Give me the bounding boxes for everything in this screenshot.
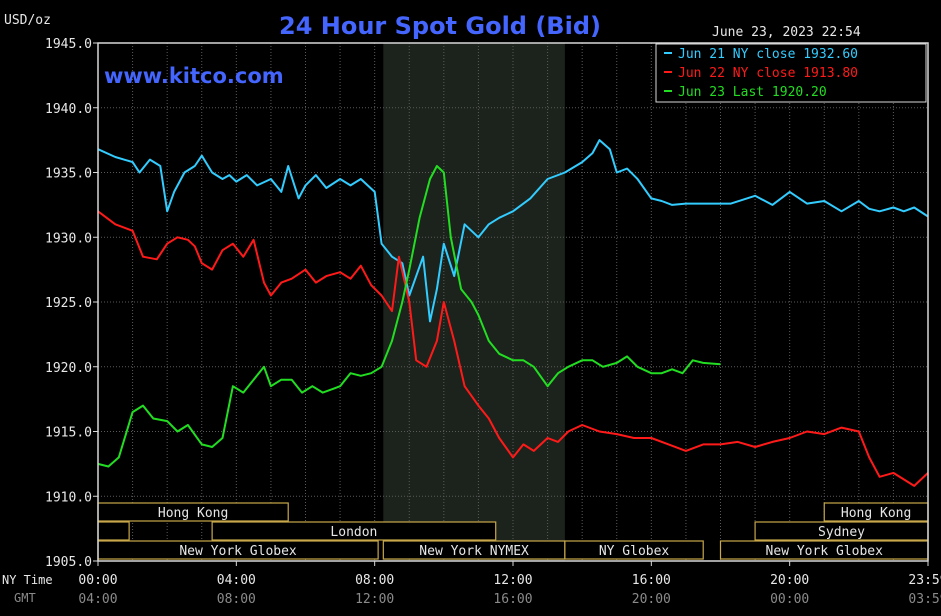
x-tick-label-ny: 08:00 bbox=[355, 573, 394, 588]
y-axis-ticks: 1945.0 1940.0 1935.0 1930.0 1925.0 1920.0 1915… bbox=[45, 37, 98, 570]
legend-box bbox=[655, 43, 927, 103]
ny-time-label: NY Time bbox=[2, 573, 53, 587]
y-tick-label: 1940.0 bbox=[45, 102, 92, 117]
y-tick-label: 1915.0 bbox=[45, 426, 92, 441]
x-axis-ticks: 00:00 04:00 04:00 08:00 08:00 12:00 12:00 16:00… bbox=[78, 561, 941, 607]
session-label: Sydney bbox=[818, 525, 865, 540]
grid-lines bbox=[98, 42, 928, 562]
y-tick-label: 1920.0 bbox=[45, 361, 92, 376]
y-tick-label: 1905.0 bbox=[45, 555, 92, 570]
y-tick-label: 1945.0 bbox=[45, 37, 92, 52]
x-tick-label-gmt: 03:59 bbox=[908, 592, 941, 607]
chart-title: 24 Hour Spot Gold (Bid) bbox=[279, 12, 601, 40]
session-label: New York Globex bbox=[179, 544, 297, 559]
x-tick-label-gmt: 20:00 bbox=[632, 592, 671, 607]
session-box bbox=[211, 521, 497, 541]
x-tick-label-ny: 23:59 bbox=[908, 573, 941, 588]
session-box bbox=[564, 540, 704, 560]
session-label: Hong Kong bbox=[841, 506, 911, 521]
x-tick-label-gmt: 04:00 bbox=[78, 592, 117, 607]
series-line-2 bbox=[97, 165, 721, 468]
x-tick-label-ny: 20:00 bbox=[770, 573, 809, 588]
x-tick-label-ny: 12:00 bbox=[493, 573, 532, 588]
y-tick-label: 1935.0 bbox=[45, 167, 92, 182]
trading-sessions: Hong Kong London New York Globex New York N… bbox=[97, 502, 929, 560]
series-line-0 bbox=[97, 139, 929, 323]
legend-jun22: Jun 22 NY close 1913.80 bbox=[678, 66, 858, 81]
x-tick-label-gmt: 12:00 bbox=[355, 592, 394, 607]
legend: Jun 21 NY close 1932.60 Jun 22 NY close … bbox=[655, 43, 927, 103]
x-tick-label-gmt: 08:00 bbox=[217, 592, 256, 607]
gmt-label: GMT bbox=[14, 591, 36, 605]
x-tick-label-ny: 00:00 bbox=[78, 573, 117, 588]
x-tick-label-ny: 04:00 bbox=[217, 573, 256, 588]
y-tick-label: 1910.0 bbox=[45, 490, 92, 505]
session-label: NY Globex bbox=[599, 544, 670, 559]
session-label: Hong Kong bbox=[158, 506, 228, 521]
session-label: New York Globex bbox=[766, 544, 884, 559]
legend-jun23: Jun 23 Last 1920.20 bbox=[678, 85, 827, 100]
series-line-1 bbox=[97, 210, 929, 487]
x-tick-label-gmt: 00:00 bbox=[770, 592, 809, 607]
y-tick-label: 1925.0 bbox=[45, 296, 92, 311]
timestamp: June 23, 2023 22:54 bbox=[712, 25, 861, 40]
session-box bbox=[97, 521, 130, 541]
x-tick-label-ny: 16:00 bbox=[632, 573, 671, 588]
kitco-watermark: www.kitco.com bbox=[104, 64, 284, 88]
session-label: New York NYMEX bbox=[419, 544, 529, 559]
legend-jun21: Jun 21 NY close 1932.60 bbox=[678, 47, 858, 62]
y-tick-label: 1930.0 bbox=[45, 231, 92, 246]
price-series bbox=[97, 139, 929, 487]
y-axis-unit-label: USD/oz bbox=[4, 13, 51, 28]
session-label: London bbox=[330, 525, 377, 540]
x-tick-label-gmt: 16:00 bbox=[493, 592, 532, 607]
